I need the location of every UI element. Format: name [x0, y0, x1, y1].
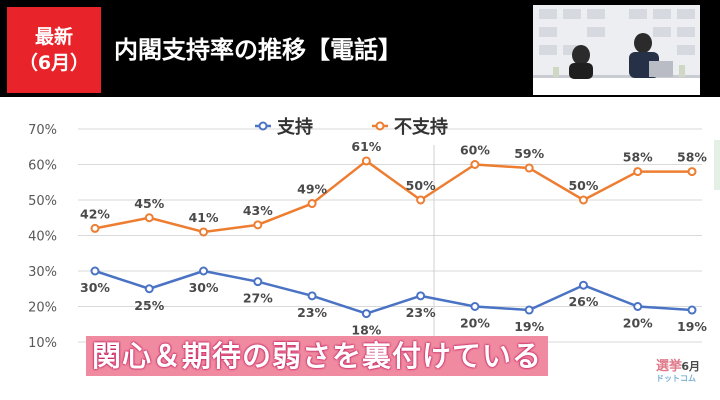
data-point — [90, 266, 100, 276]
data-point — [578, 280, 588, 290]
data-label: 50% — [406, 178, 436, 193]
x-tick-label: 6月 — [681, 360, 700, 373]
data-label: 20% — [460, 316, 490, 331]
video-thumbnail-icon — [533, 5, 700, 95]
chart-grid — [78, 128, 702, 355]
data-label: 25% — [134, 298, 164, 313]
data-point — [470, 160, 480, 169]
x-axis-labels: 6月 — [681, 360, 700, 373]
data-label: 43% — [243, 203, 273, 218]
data-point — [361, 309, 371, 319]
data-label: 30% — [189, 280, 219, 295]
data-label: 59% — [514, 146, 544, 161]
data-label: 23% — [406, 305, 436, 320]
data-point — [470, 302, 480, 311]
header-bar: 最新 （6月） 内閣支持率の推移【電話】 — [0, 0, 720, 97]
data-point — [199, 266, 209, 276]
data-label: 50% — [568, 178, 598, 193]
data-point — [361, 156, 371, 166]
data-label: 58% — [677, 150, 707, 165]
y-tick-label: 20% — [28, 301, 57, 316]
line-chart: 10% 20% 30% 40% 50% 60% 70% 支持 不支持 30% 25% 30% 27%… — [28, 116, 707, 373]
data-point — [633, 302, 643, 311]
chart-series: 30% 25% 30% 27% 23% 18% 23% 20% 19% 26% 20% 19% 42% 4… — [80, 139, 707, 338]
y-tick-label: 70% — [28, 123, 57, 138]
data-label: 26% — [568, 294, 598, 309]
subtitle-caption: 関心＆期待の弱さを裏付けている — [86, 336, 549, 376]
chart-legend: 支持 不支持 — [255, 116, 448, 138]
data-label: 19% — [514, 319, 544, 334]
data-label: 23% — [297, 305, 327, 320]
page-title: 内閣支持率の推移【電話】 — [114, 36, 402, 64]
data-label: 18% — [351, 323, 381, 338]
data-point — [90, 223, 100, 233]
data-label: 27% — [243, 291, 273, 306]
data-point — [687, 305, 697, 315]
data-label: 30% — [80, 280, 110, 295]
data-point — [416, 291, 426, 301]
data-label: 19% — [677, 319, 707, 334]
data-point — [416, 195, 426, 205]
data-label: 61% — [351, 139, 381, 154]
data-point — [578, 195, 588, 205]
legend-label: 不支持 — [394, 116, 448, 138]
data-point — [144, 284, 154, 294]
side-strip — [714, 140, 720, 190]
legend-swatch-marker — [375, 121, 385, 131]
y-tick-label: 40% — [28, 230, 57, 245]
legend-swatch-marker — [258, 121, 268, 131]
data-label: 45% — [134, 196, 164, 211]
data-point — [633, 167, 643, 177]
site-logo: 選挙 ドットコム — [656, 358, 696, 383]
latest-badge: 最新 （6月） — [7, 7, 101, 93]
data-point — [144, 213, 154, 223]
data-point — [253, 277, 263, 287]
svg-text:ドットコム: ドットコム — [656, 374, 696, 383]
data-point — [307, 291, 317, 301]
y-axis-ticks: 10% 20% 30% 40% 50% 60% 70% — [28, 123, 57, 351]
data-label: 58% — [623, 150, 653, 165]
data-label: 42% — [80, 206, 110, 221]
y-tick-label: 60% — [28, 159, 57, 174]
data-label: 49% — [297, 182, 327, 197]
data-point — [687, 167, 697, 177]
series-line — [94, 269, 693, 315]
badge-line2: （6月） — [18, 52, 90, 74]
data-label: 41% — [189, 210, 219, 225]
y-tick-label: 10% — [28, 336, 57, 351]
y-tick-label: 50% — [28, 194, 57, 209]
legend-label: 支持 — [276, 116, 313, 138]
data-label: 60% — [460, 143, 490, 158]
data-point — [199, 227, 209, 237]
data-label: 20% — [623, 316, 653, 331]
data-point — [307, 199, 317, 209]
y-tick-label: 30% — [28, 265, 57, 280]
series-line — [94, 159, 692, 234]
data-point — [524, 163, 534, 173]
badge-line1: 最新 — [34, 26, 73, 48]
svg-text:選挙: 選挙 — [656, 358, 683, 374]
data-point — [253, 220, 263, 230]
data-point — [524, 305, 534, 315]
